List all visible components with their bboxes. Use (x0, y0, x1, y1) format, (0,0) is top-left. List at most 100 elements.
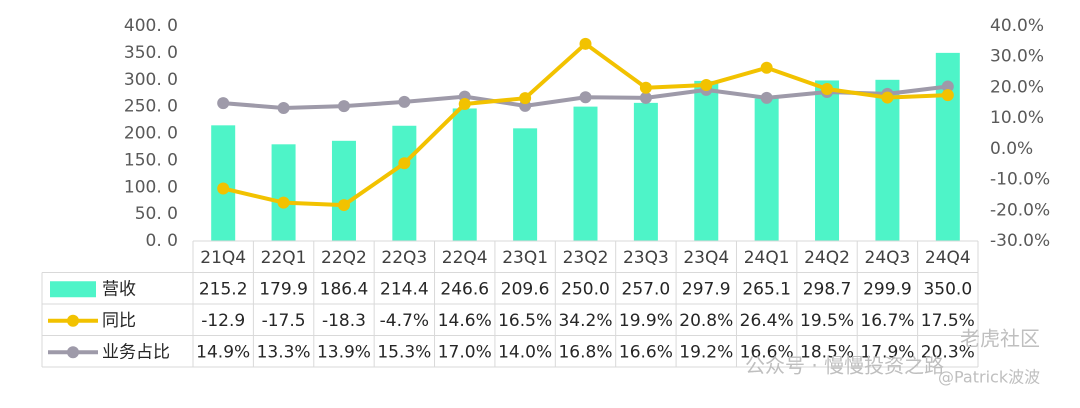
legend-label: 营收 (102, 279, 136, 299)
category-label: 22Q2 (321, 248, 367, 268)
data-label: 16.7% (860, 311, 914, 331)
series-point (458, 98, 471, 111)
series-point (277, 102, 290, 115)
data-label: 13.3% (257, 342, 311, 362)
category-label: 21Q4 (200, 248, 246, 268)
series-point (579, 91, 592, 104)
watermark-text: @Patrick波波 (938, 368, 1040, 387)
series-point (217, 97, 230, 110)
data-label: 17.5% (921, 311, 975, 331)
data-label: 215.2 (199, 279, 248, 299)
category-label: 24Q4 (925, 248, 971, 268)
series-point (337, 100, 350, 113)
series-point (639, 81, 652, 94)
data-label: 18.5% (800, 342, 854, 362)
series-point (337, 199, 350, 212)
bar (875, 79, 900, 242)
y-left-tick-label: 250. 0 (124, 97, 178, 117)
bar (754, 98, 779, 241)
data-label: 214.4 (380, 279, 429, 299)
legend-swatch (50, 281, 96, 298)
data-label: 186.4 (320, 279, 369, 299)
category-label: 24Q1 (744, 248, 790, 268)
series-point (519, 92, 532, 105)
legend-label: 同比 (102, 311, 136, 331)
watermark-text: 老虎社区 (960, 327, 1040, 351)
data-label: -17.5 (262, 311, 306, 331)
y-right-tick-label: -30.0% (990, 231, 1050, 251)
bar (573, 106, 598, 241)
data-label: 16.5% (498, 311, 552, 331)
category-label: 23Q3 (623, 248, 669, 268)
data-label: 26.4% (740, 311, 794, 331)
data-label: -4.7% (380, 311, 429, 331)
series-point (760, 91, 773, 104)
category-label: 22Q1 (261, 248, 307, 268)
y-left-tick-label: 350. 0 (124, 43, 178, 63)
category-label: 23Q1 (502, 248, 548, 268)
series-point (398, 95, 411, 108)
data-label: 16.6% (619, 342, 673, 362)
category-label: 22Q4 (442, 248, 488, 268)
data-label: 246.6 (440, 279, 489, 299)
legend-label: 业务占比 (102, 342, 170, 362)
series-point (941, 89, 954, 102)
y-right-tick-label: 30.0% (990, 47, 1044, 67)
series-point (277, 196, 290, 209)
category-label: 23Q2 (563, 248, 609, 268)
y-left-tick-label: 400. 0 (124, 16, 178, 36)
legend-swatch (67, 346, 79, 359)
data-label: 179.9 (259, 279, 308, 299)
data-label: 298.7 (803, 279, 852, 299)
series-point (217, 182, 230, 195)
y-right-tick-label: 40.0% (990, 16, 1044, 36)
data-label: 15.3% (377, 342, 431, 362)
data-label: 265.1 (742, 279, 791, 299)
data-label: 19.2% (679, 342, 733, 362)
bar (633, 102, 658, 241)
bar (331, 140, 356, 241)
data-label: 20.3% (921, 342, 975, 362)
data-label: 250.0 (561, 279, 610, 299)
data-label: 17.9% (860, 342, 914, 362)
y-left-tick-label: 200. 0 (124, 124, 178, 144)
category-label: 24Q3 (865, 248, 911, 268)
series-point (881, 91, 894, 104)
data-label: 16.6% (740, 342, 794, 362)
data-label: 19.9% (619, 311, 673, 331)
y-left-tick-label: 0. 0 (146, 231, 178, 251)
series-point (639, 91, 652, 104)
bar (513, 128, 538, 241)
series-point (821, 82, 834, 95)
data-label: 16.8% (558, 342, 612, 362)
data-label: 19.5% (800, 311, 854, 331)
bar (271, 144, 296, 241)
y-right-tick-label: -20.0% (990, 200, 1050, 220)
category-label: 23Q4 (683, 248, 729, 268)
bar (694, 80, 719, 241)
watermark-text: 公众号 · 慢慢投资之路 (745, 354, 944, 378)
series-point (398, 157, 411, 170)
y-left-tick-label: 150. 0 (124, 150, 178, 170)
bar (815, 80, 840, 241)
data-label: 34.2% (558, 311, 612, 331)
series-point (941, 80, 954, 93)
y-left-tick-label: 300. 0 (124, 70, 178, 90)
y-left-tick-label: 100. 0 (124, 177, 178, 197)
data-label: 14.9% (196, 342, 250, 362)
data-label: 20.8% (679, 311, 733, 331)
series-point (760, 61, 773, 74)
data-label: 209.6 (501, 279, 550, 299)
category-label: 24Q2 (804, 248, 850, 268)
y-right-tick-label: 10.0% (990, 108, 1044, 128)
data-label: -12.9 (201, 311, 245, 331)
y-right-tick-label: -10.0% (990, 170, 1050, 190)
bar (392, 125, 417, 241)
series-point (579, 37, 592, 50)
data-label: 257.0 (622, 279, 671, 299)
data-label: 350.0 (923, 279, 972, 299)
category-label: 22Q3 (381, 248, 427, 268)
legend-swatch (67, 314, 79, 327)
